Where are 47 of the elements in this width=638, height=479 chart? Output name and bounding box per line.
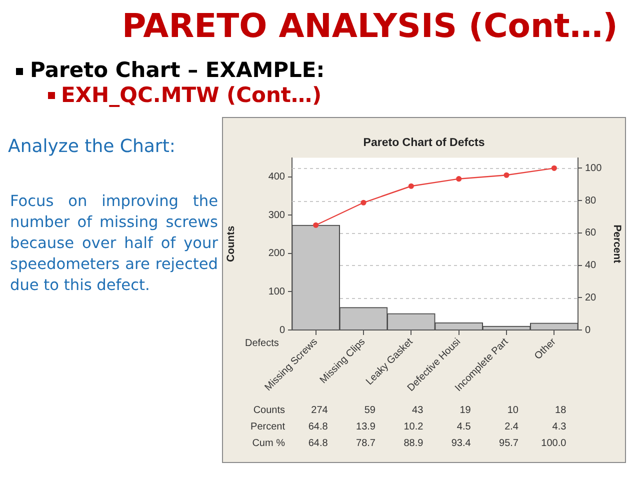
text: Percent [250,421,286,432]
y2-tick-label: 20 [585,292,597,304]
y2-tick-label: 60 [585,228,597,239]
y-axis-title: Counts [225,226,238,262]
data-label: 19 [460,404,472,416]
data-label: 43 [412,404,424,416]
text: Counts [253,404,285,416]
text: 10.2 [404,421,424,432]
text: 13.9 [356,421,376,432]
x-axis-title: Defects [245,338,279,349]
y2-axis-title: Percent [610,224,623,264]
data-label: 274 [311,404,328,416]
point [408,183,414,189]
text: 4.3 [552,421,567,432]
y2-tick-label: 0 [585,324,591,336]
data-label: 100.0 [541,438,567,449]
text: 4.5 [456,421,472,432]
point [456,176,462,182]
point [360,200,366,206]
text: 2.4 [504,421,519,432]
text: Analyze the Chart: [8,136,176,157]
point [551,165,557,171]
data-label: 78.7 [356,438,376,449]
text: PARETO ANALYSIS (Cont…) [122,6,618,45]
y-tick-label: 400 [268,172,286,183]
data-label: 95.7 [499,438,519,449]
data-label: 18 [555,404,567,416]
y-tick-label: 200 [268,248,286,260]
data-label: 10 [507,404,519,416]
data-label: 59 [364,404,376,416]
y-tick-label: 100 [268,286,286,298]
data-label: 64.8 [308,438,328,449]
data-label: 93.4 [451,438,472,449]
y2-tick-label: 100 [585,162,602,174]
text: 64.8 [308,421,328,432]
y2-tick-label: 80 [585,195,597,206]
y-tick-label: 300 [268,210,286,221]
data-label: 88.9 [404,438,424,449]
text: EXH_QC.MTW (Cont…) [61,83,322,107]
text: Cum % [252,438,286,449]
text: Focus on improving the number of missing screws because over half of your speedometers are rejected due to this defect. [10,191,218,296]
point [313,222,319,228]
chart-title: Pareto Chart of Defcts [363,137,485,150]
y-tick-label: 0 [279,324,286,336]
text: Pareto Chart – EXAMPLE: [30,58,325,82]
y2-tick-label: 40 [585,260,597,272]
point [504,172,510,178]
